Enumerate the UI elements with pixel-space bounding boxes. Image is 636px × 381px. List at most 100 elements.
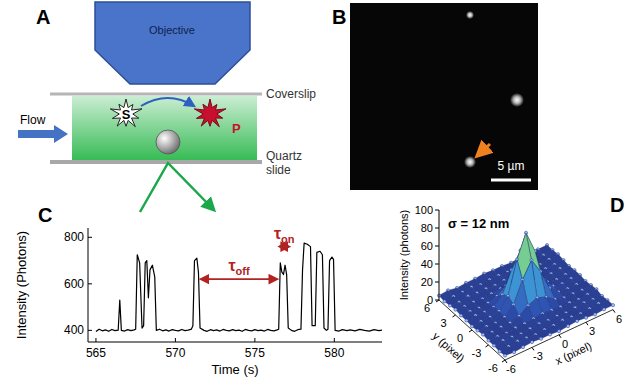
y-tick-label: 0 (457, 332, 463, 344)
y-axis-title: y (pixel) (430, 330, 467, 365)
fluorescent-spot (510, 93, 524, 107)
x-tick-label: 570 (165, 346, 185, 360)
z-tick-label: 80 (421, 222, 433, 234)
z-tick (435, 264, 439, 265)
data-point (465, 319, 468, 322)
data-point (487, 339, 490, 342)
y-tick (436, 300, 439, 302)
data-point (530, 340, 533, 343)
pointer-arrow (477, 144, 490, 156)
y-tick (88, 237, 92, 238)
x-tick-label: 0 (562, 338, 568, 350)
data-point (548, 333, 551, 336)
z-axis-title: Intensity (photons) (398, 210, 410, 301)
data-point (481, 333, 484, 336)
y-tick (469, 330, 472, 332)
data-point (557, 330, 560, 333)
sigma-label: σ = 12 nm (448, 216, 509, 231)
panel-letter: A (36, 6, 50, 28)
data-point (584, 316, 587, 319)
flow-channel (72, 96, 257, 160)
slide-label: Quartzslide (266, 149, 302, 177)
intensity-trace (96, 243, 382, 331)
objective-label: Objective (149, 24, 195, 36)
y-tick (453, 315, 456, 317)
z-tick (435, 246, 439, 247)
plot-area (96, 243, 382, 331)
data-point (459, 314, 462, 317)
x-axis-title: x (pixel) (553, 340, 593, 367)
flow-label: Flow (20, 113, 46, 127)
fluorescent-spot (466, 11, 474, 19)
y-tick (88, 330, 92, 331)
y-tick (502, 360, 505, 362)
y-tick-label: 600 (64, 277, 84, 291)
y-tick (486, 345, 489, 347)
slide-label-line: slide (266, 163, 291, 177)
data-point (512, 351, 515, 354)
data-point (470, 325, 473, 328)
flow-arrow (18, 125, 68, 143)
data-point (566, 325, 569, 328)
slide-label-line: Quartz (266, 149, 302, 163)
panel-d: D020406080100Intensity (photons)-6-3036-… (398, 194, 624, 375)
x-tick-label: 575 (245, 346, 265, 360)
x-tick-label: 6 (616, 313, 622, 325)
y-tick-label: 3 (440, 317, 446, 329)
panel-b: B 5 µm (332, 3, 538, 190)
interval-subscript: on (281, 233, 295, 245)
product-star (194, 99, 226, 127)
x-tick (175, 338, 176, 342)
interval-subscript: off (236, 265, 250, 277)
fluorescent-spot (464, 156, 476, 168)
y-tick (88, 283, 92, 284)
x-tick (613, 310, 615, 313)
x-tick-label: -6 (506, 363, 516, 375)
x-tick-label: 565 (86, 346, 106, 360)
surface (437, 231, 614, 357)
reaction-arrow (141, 98, 194, 106)
panel-letter: B (332, 6, 346, 28)
data-point (611, 304, 614, 307)
data-point (593, 313, 596, 316)
z-axis (439, 210, 440, 300)
data-point (539, 337, 542, 340)
x-tick-label: 3 (589, 325, 595, 337)
surface-face (500, 346, 515, 355)
x-tick (586, 322, 588, 325)
data-point (575, 319, 578, 322)
data-point (503, 354, 506, 357)
data-point (476, 329, 479, 332)
scale-bar (491, 179, 531, 182)
label-patch (446, 215, 511, 232)
coverslip (50, 93, 262, 96)
z-tick-label: 20 (421, 276, 433, 288)
y-tick-label: -6 (488, 362, 498, 374)
y-tick-label: -3 (472, 347, 482, 359)
catalyst-particle (156, 130, 180, 154)
coverslip-label: Coverslip (266, 87, 316, 101)
x-tick-label: 580 (324, 346, 344, 360)
y-tick-label: 400 (64, 323, 84, 337)
y-tick-label: 6 (424, 302, 430, 314)
panel-a: AObjectiveCoverslipQuartzslideFlowSP (18, 2, 316, 212)
scale-bar-label: 5 µm (498, 159, 525, 173)
panel-c: C400600800565570575580Time (s)Intensity … (14, 204, 382, 377)
interval-arrow (201, 278, 277, 280)
data-point (448, 304, 451, 307)
z-tick (435, 210, 439, 211)
data-point (498, 350, 501, 353)
y-tick-label: 800 (64, 230, 84, 244)
data-point (602, 308, 605, 311)
substrate-star (110, 99, 142, 127)
objective (95, 2, 250, 84)
x-tick (95, 338, 96, 342)
z-tick (435, 228, 439, 229)
figure: AObjectiveCoverslipQuartzslideFlowSPB5 µ… (0, 0, 636, 381)
x-tick (254, 338, 255, 342)
x-axis (88, 342, 382, 343)
data-point (521, 346, 524, 349)
z-tick-label: 60 (421, 240, 433, 252)
data-point (454, 308, 457, 311)
x-axis-title: Time (s) (211, 362, 258, 377)
